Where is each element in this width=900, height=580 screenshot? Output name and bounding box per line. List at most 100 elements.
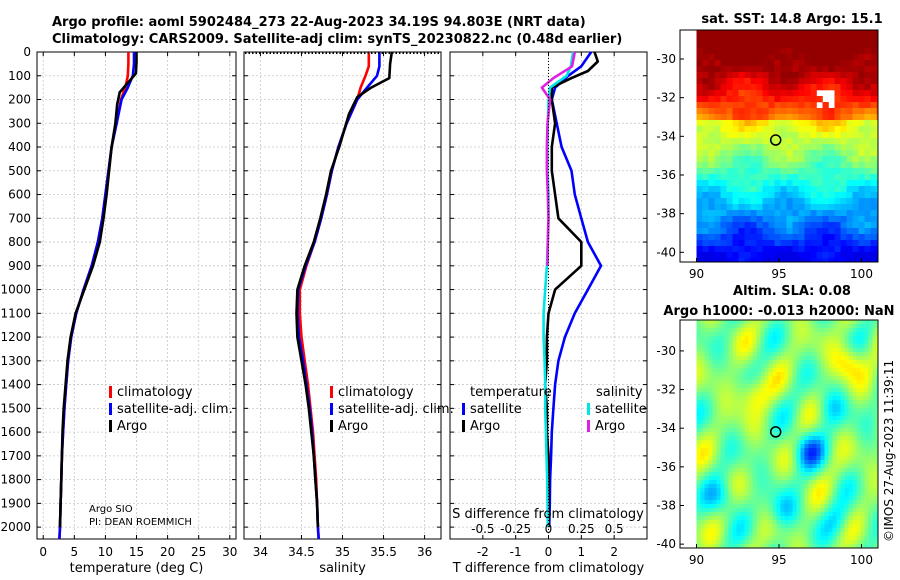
- sst-map-cell: [810, 66, 817, 73]
- sla-map-cell: [764, 464, 769, 469]
- sla-map-cell: [856, 484, 861, 489]
- sla-map-cell: [864, 520, 869, 525]
- sla-map-cell: [812, 516, 817, 521]
- sst-map-cell: [738, 90, 745, 97]
- sla-map-cell: [832, 392, 837, 397]
- sla-map-cell: [768, 424, 773, 429]
- sst-map-cell: [840, 36, 847, 43]
- sla-map-cell: [704, 468, 709, 473]
- sst-map-cell: [780, 36, 787, 43]
- sst-map-cell: [774, 36, 781, 43]
- sla-map-cell: [772, 424, 777, 429]
- sla-map-cell: [844, 512, 849, 517]
- sla-map-cell: [736, 516, 741, 521]
- sla-map-cell: [868, 480, 873, 485]
- sst-map-cell: [798, 114, 805, 121]
- sst-map-cell: [732, 96, 739, 103]
- sla-map-cell: [868, 520, 873, 525]
- sla-map-cell: [832, 408, 837, 413]
- sla-map-cell: [820, 424, 825, 429]
- sla-map-cell: [848, 404, 853, 409]
- sla-map-cell: [856, 396, 861, 401]
- sla-map-cell: [768, 420, 773, 425]
- sla-map-cell: [748, 412, 753, 417]
- sla-map-cell: [792, 484, 797, 489]
- sla-map-cell: [712, 376, 717, 381]
- sla-map-cell: [716, 444, 721, 449]
- sla-map-cell: [760, 456, 765, 461]
- sla-map-cell: [828, 488, 833, 493]
- sla-map-cell: [736, 500, 741, 505]
- sla-map-cell: [696, 372, 701, 377]
- sla-map-cell: [828, 472, 833, 477]
- sst-map-cell: [774, 234, 781, 241]
- sla-map-cell: [828, 400, 833, 405]
- sla-map-cell: [800, 376, 805, 381]
- sla-map-cell: [696, 448, 701, 453]
- sla-map-cell: [824, 432, 829, 437]
- sla-map-ytick-label: -30: [656, 344, 676, 358]
- salinity-legend-swatch: [330, 420, 333, 432]
- sla-map-cell: [804, 372, 809, 377]
- sst-map-cell: [714, 216, 721, 223]
- sst-map-cell: [834, 138, 841, 145]
- sst-map-cell: [738, 78, 745, 85]
- sla-map-cell: [772, 336, 777, 341]
- sla-map-cell: [724, 324, 729, 329]
- sst-map-cell: [774, 150, 781, 157]
- sst-map-cell: [696, 192, 703, 199]
- sst-map-cell: [762, 252, 769, 259]
- sst-map-cell: [702, 66, 709, 73]
- sla-map-cell: [736, 388, 741, 393]
- sla-map-cell: [748, 384, 753, 389]
- sla-map-cell: [736, 404, 741, 409]
- sst-map-cell: [846, 108, 853, 115]
- sst-map-cell: [732, 48, 739, 55]
- sst-map-cell: [828, 198, 835, 205]
- sla-map-cell: [748, 524, 753, 529]
- sla-map-cell: [784, 416, 789, 421]
- sla-map-cell: [868, 416, 873, 421]
- sla-map-cell: [832, 544, 837, 548]
- sla-map-cell: [820, 368, 825, 373]
- sla-map-cell: [700, 416, 705, 421]
- sla-map-cell: [712, 452, 717, 457]
- sla-map-cell: [748, 520, 753, 525]
- sst-map-cell: [822, 132, 829, 139]
- sst-map-cell: [810, 222, 817, 229]
- sla-map-cell: [868, 332, 873, 337]
- sst-map-cell: [798, 54, 805, 61]
- sst-map-cell: [750, 234, 757, 241]
- sla-map-cell: [852, 416, 857, 421]
- sst-map-cell: [840, 138, 847, 145]
- sst-map-cell: [720, 138, 727, 145]
- sla-map-cell: [776, 416, 781, 421]
- sla-map-cell: [704, 488, 709, 493]
- sla-map-cell: [704, 528, 709, 533]
- sst-map-cell: [726, 180, 733, 187]
- sst-map-cell: [828, 258, 835, 262]
- sla-map-cell: [788, 424, 793, 429]
- sst-map-cell: [840, 204, 847, 211]
- sla-map-cell: [724, 516, 729, 521]
- sla-map-cell: [784, 320, 789, 325]
- sla-map-cell: [792, 516, 797, 521]
- sla-map-cell: [744, 488, 749, 493]
- sst-map-cell: [840, 72, 847, 79]
- sst-map-cell: [750, 156, 757, 163]
- difference-xtick-label: 1: [578, 545, 586, 559]
- sla-map-cell: [740, 328, 745, 333]
- sst-map-cell: [732, 78, 739, 85]
- sst-map-cell: [756, 180, 763, 187]
- sla-map-cell: [876, 380, 878, 385]
- sla-map-cell: [748, 320, 753, 325]
- sla-map-cell: [856, 528, 861, 533]
- sla-map-cell: [800, 364, 805, 369]
- sla-map-cell: [792, 528, 797, 533]
- sla-map-cell: [816, 508, 821, 513]
- sst-map-cell: [702, 258, 709, 262]
- sla-map-cell: [808, 440, 813, 445]
- sla-map-cell: [740, 412, 745, 417]
- sla-map-cell: [804, 476, 809, 481]
- sla-map-cell: [732, 336, 737, 341]
